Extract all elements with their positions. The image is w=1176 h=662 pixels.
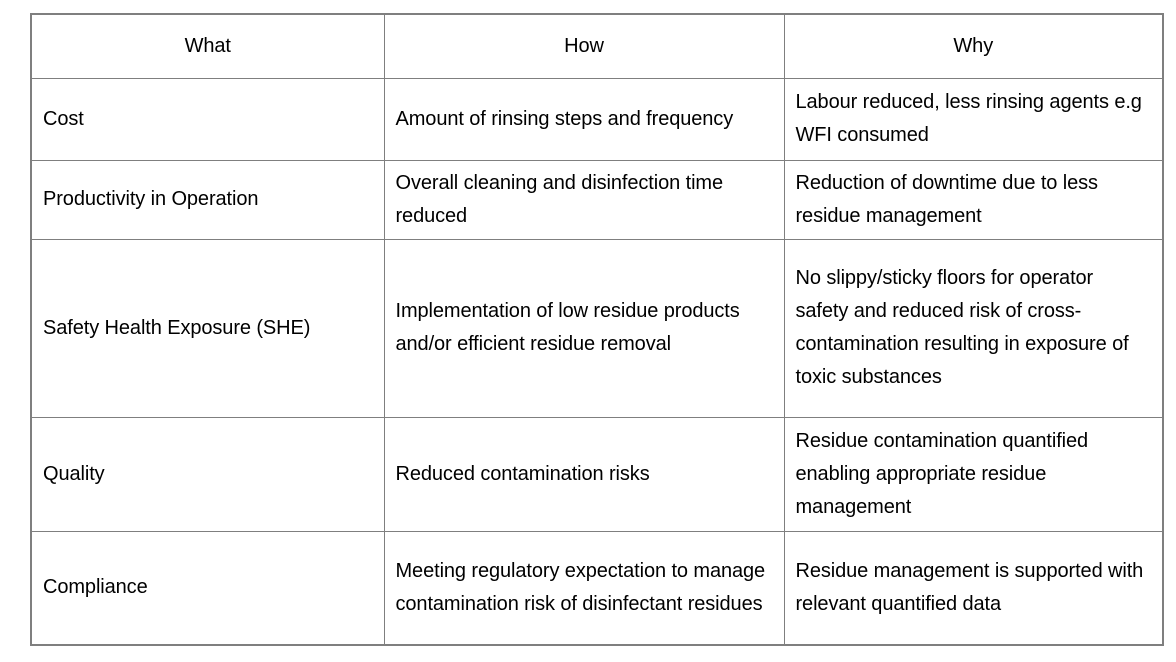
table-row: Cost Amount of rinsing steps and frequen… <box>30 77 1164 161</box>
cell-what: Cost <box>30 77 385 161</box>
cell-how: Reduced contamination risks <box>383 416 785 532</box>
column-header-what: What <box>30 13 385 79</box>
cell-what: Productivity in Operation <box>30 159 385 240</box>
column-header-how: How <box>383 13 785 79</box>
table-body: Cost Amount of rinsing steps and frequen… <box>30 77 1164 646</box>
table-header: What How Why <box>30 13 1164 79</box>
cell-why: Residue management is supported with rel… <box>783 530 1164 646</box>
cell-how: Meeting regulatory expectation to manage… <box>383 530 785 646</box>
cell-what: Safety Health Exposure (SHE) <box>30 238 385 418</box>
table-row: Quality Reduced contamination risks Resi… <box>30 416 1164 532</box>
table-row: Compliance Meeting regulatory expectatio… <box>30 530 1164 646</box>
table-row: Safety Health Exposure (SHE) Implementat… <box>30 238 1164 418</box>
header-row: What How Why <box>30 13 1164 79</box>
cell-why: Reduction of downtime due to less residu… <box>783 159 1164 240</box>
cell-why: No slippy/sticky floors for operator saf… <box>783 238 1164 418</box>
cell-how: Implementation of low residue products a… <box>383 238 785 418</box>
cell-how: Amount of rinsing steps and frequency <box>383 77 785 161</box>
cell-what: Quality <box>30 416 385 532</box>
cell-what: Compliance <box>30 530 385 646</box>
column-header-why: Why <box>783 13 1164 79</box>
table-row: Productivity in Operation Overall cleani… <box>30 159 1164 240</box>
what-how-why-table: What How Why Cost Amount of rinsing step… <box>30 13 1164 646</box>
cell-why: Labour reduced, less rinsing agents e.g … <box>783 77 1164 161</box>
cell-why: Residue contamination quantified enablin… <box>783 416 1164 532</box>
cell-how: Overall cleaning and disinfection time r… <box>383 159 785 240</box>
